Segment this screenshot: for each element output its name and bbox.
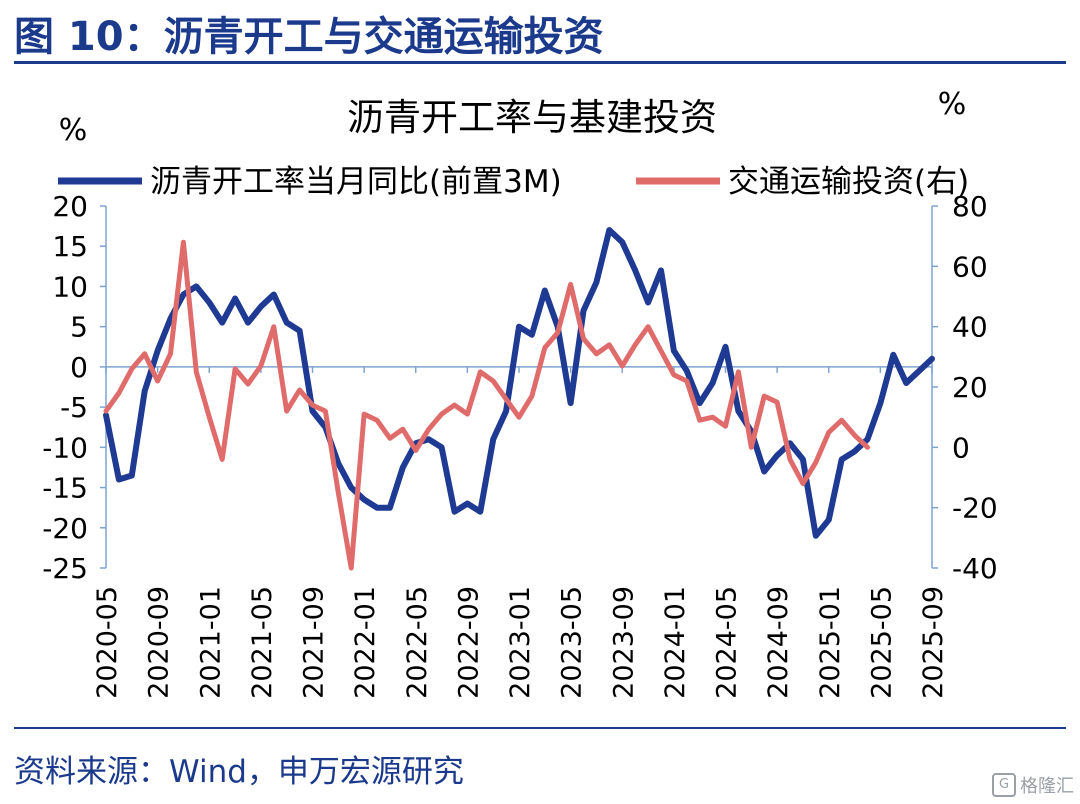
source-note: 资料来源：Wind，申万宏源研究 <box>14 754 464 790</box>
right-unit-label: % <box>938 87 967 122</box>
x-tick-label: 2023-05 <box>557 586 588 699</box>
footer-divider <box>14 727 1066 729</box>
x-tick-label: 2025-05 <box>866 586 897 699</box>
x-tick-label: 2022-01 <box>350 586 381 699</box>
left-tick-label: -5 <box>60 391 88 424</box>
left-tick-label: 20 <box>52 190 88 223</box>
title-divider <box>14 61 1066 64</box>
left-tick-label: 10 <box>52 270 88 303</box>
left-tick-label: -20 <box>42 512 88 545</box>
x-tick-label: 2023-01 <box>505 586 536 699</box>
right-tick-label: 20 <box>952 371 988 404</box>
series-line-asphalt <box>103 227 935 539</box>
x-tick-label: 2020-05 <box>92 586 123 699</box>
legend-label-asphalt: 沥青开工率当月同比(前置3M) <box>150 164 562 200</box>
right-tick-label: 0 <box>952 431 970 464</box>
x-tick-label: 2024-01 <box>660 586 691 699</box>
x-tick-label: 2022-05 <box>402 586 433 699</box>
figure-title: 图 10：沥青开工与交通运输投资 <box>14 14 604 60</box>
axes: 20151050-5-10-15-20-25806040200-20-40202… <box>42 190 997 699</box>
left-tick-label: -15 <box>42 472 88 505</box>
watermark: G 格隆汇 <box>992 772 1074 798</box>
left-tick-label: -25 <box>42 552 88 585</box>
x-tick-label: 2025-01 <box>815 586 846 699</box>
x-tick-label: 2023-09 <box>608 586 639 699</box>
left-tick-label: -10 <box>42 431 88 464</box>
x-tick-label: 2020-09 <box>144 586 175 699</box>
x-tick-label: 2021-09 <box>299 586 330 699</box>
x-tick-label: 2021-01 <box>195 586 226 699</box>
x-tick-label: 2021-05 <box>247 586 278 699</box>
legend: 沥青开工率当月同比(前置3M) 交通运输投资(右) <box>58 164 969 200</box>
left-tick-label: 15 <box>52 230 88 263</box>
x-tick-label: 2024-09 <box>763 586 794 699</box>
left-unit-label: % <box>59 113 88 148</box>
left-tick-label: 0 <box>70 351 88 384</box>
left-tick-label: 5 <box>70 311 88 344</box>
series-lines <box>103 227 935 571</box>
right-tick-label: 80 <box>952 190 988 223</box>
series-line-transport <box>103 239 870 571</box>
x-tick-label: 2022-09 <box>453 586 484 699</box>
right-tick-label: -40 <box>952 552 998 585</box>
watermark-text: 格隆汇 <box>1020 776 1074 797</box>
right-tick-label: -20 <box>952 492 998 525</box>
right-tick-label: 40 <box>952 311 988 344</box>
x-tick-label: 2025-09 <box>918 586 949 699</box>
legend-label-transport: 交通运输投资(右) <box>728 164 969 200</box>
watermark-logo-icon: G <box>992 773 1016 797</box>
chart-title: 沥青开工率与基建投资 <box>347 96 717 139</box>
chart: 沥青开工率与基建投资 % % 沥青开工率当月同比(前置3M) 交通运输投资(右)… <box>42 87 997 699</box>
right-tick-label: 60 <box>952 250 988 283</box>
x-tick-label: 2024-05 <box>712 586 743 699</box>
